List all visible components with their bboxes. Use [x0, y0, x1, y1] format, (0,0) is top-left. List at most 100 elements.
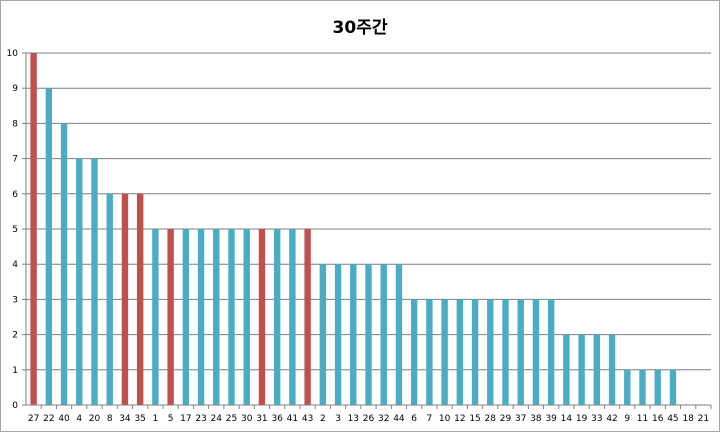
x-tick-label: 14 — [561, 414, 573, 424]
x-tick-label: 22 — [43, 414, 54, 424]
bar — [167, 229, 174, 405]
bar — [334, 264, 342, 405]
bar — [395, 264, 403, 405]
y-tick-label: 1 — [12, 366, 18, 376]
x-tick-label: 33 — [591, 414, 602, 424]
x-tick-label: 26 — [363, 414, 375, 424]
bar — [578, 334, 585, 405]
x-tick-label: 6 — [411, 414, 417, 424]
bar — [471, 299, 479, 405]
bar — [639, 369, 646, 405]
y-tick-label: 3 — [12, 295, 18, 305]
bar — [593, 334, 601, 405]
x-tick-label: 32 — [378, 414, 389, 424]
bar — [136, 193, 144, 405]
bar — [228, 229, 235, 405]
bar — [304, 229, 311, 405]
x-tick-label: 4 — [76, 414, 82, 424]
x-tick-label: 28 — [485, 414, 497, 424]
x-tick-label: 11 — [637, 414, 648, 424]
bar — [532, 299, 540, 405]
bar — [45, 88, 53, 405]
bar — [410, 299, 418, 405]
bar — [487, 299, 494, 405]
bar — [547, 299, 555, 405]
x-tick-label: 25 — [226, 414, 237, 424]
x-tick-label: 29 — [500, 414, 512, 424]
x-tick-label: 13 — [348, 414, 359, 424]
x-tick-label: 21 — [698, 414, 709, 424]
bar — [197, 229, 205, 405]
bar — [517, 299, 524, 405]
x-tick-label: 2 — [320, 414, 326, 424]
y-tick-label: 0 — [12, 401, 18, 411]
bar — [319, 264, 327, 405]
bar — [30, 53, 37, 405]
y-tick-label: 10 — [7, 49, 19, 59]
bar — [121, 193, 129, 405]
x-tick-label: 20 — [89, 414, 101, 424]
x-tick-label: 1 — [153, 414, 159, 424]
y-tick-label: 8 — [12, 119, 18, 129]
x-tick-label: 15 — [469, 414, 480, 424]
x-tick-label: 7 — [427, 414, 433, 424]
bar — [152, 229, 159, 405]
bar — [608, 334, 616, 405]
x-tick-label: 40 — [58, 414, 70, 424]
bar — [350, 264, 357, 405]
x-tick-label: 38 — [530, 414, 542, 424]
bar — [456, 299, 464, 405]
bar — [669, 369, 677, 405]
bar — [213, 229, 220, 405]
x-tick-label: 44 — [393, 414, 405, 424]
bar — [243, 229, 250, 405]
y-tick-label: 4 — [12, 260, 18, 270]
y-tick-label: 2 — [12, 331, 18, 341]
x-tick-label: 19 — [576, 414, 588, 424]
bar — [273, 229, 281, 405]
x-tick-label: 9 — [624, 414, 630, 424]
x-tick-label: 17 — [180, 414, 191, 424]
bar — [182, 229, 190, 405]
x-tick-label: 41 — [287, 414, 298, 424]
bar — [654, 369, 661, 405]
x-tick-label: 35 — [134, 414, 145, 424]
bar — [441, 299, 448, 405]
x-tick-label: 5 — [168, 414, 174, 424]
x-tick-label: 31 — [256, 414, 267, 424]
y-tick-label: 9 — [12, 84, 18, 94]
bar — [289, 229, 296, 405]
bar — [380, 264, 387, 405]
x-tick-label: 8 — [107, 414, 113, 424]
x-tick-label: 3 — [335, 414, 341, 424]
x-tick-label: 12 — [454, 414, 465, 424]
x-tick-label: 43 — [302, 414, 313, 424]
x-tick-label: 27 — [28, 414, 39, 424]
bar — [365, 264, 372, 405]
x-tick-label: 24 — [211, 414, 223, 424]
y-tick-label: 5 — [12, 225, 18, 235]
x-tick-label: 36 — [271, 414, 283, 424]
bar — [624, 369, 631, 405]
x-tick-label: 34 — [119, 414, 131, 424]
bar — [563, 334, 570, 405]
bar — [426, 299, 433, 405]
bar — [76, 158, 83, 405]
chart-title: 30주간 — [332, 18, 388, 38]
x-tick-label: 10 — [439, 414, 451, 424]
bar — [502, 299, 509, 405]
x-tick-label: 39 — [545, 414, 557, 424]
bar — [106, 193, 113, 405]
x-tick-label: 45 — [667, 414, 678, 424]
x-tick-label: 30 — [241, 414, 253, 424]
bar — [258, 229, 266, 405]
y-tick-label: 7 — [12, 155, 18, 165]
x-tick-label: 23 — [195, 414, 206, 424]
x-tick-label: 18 — [682, 414, 694, 424]
x-tick-label: 16 — [652, 414, 664, 424]
bar — [60, 123, 68, 406]
y-tick-label: 6 — [12, 190, 18, 200]
bar — [91, 158, 98, 405]
